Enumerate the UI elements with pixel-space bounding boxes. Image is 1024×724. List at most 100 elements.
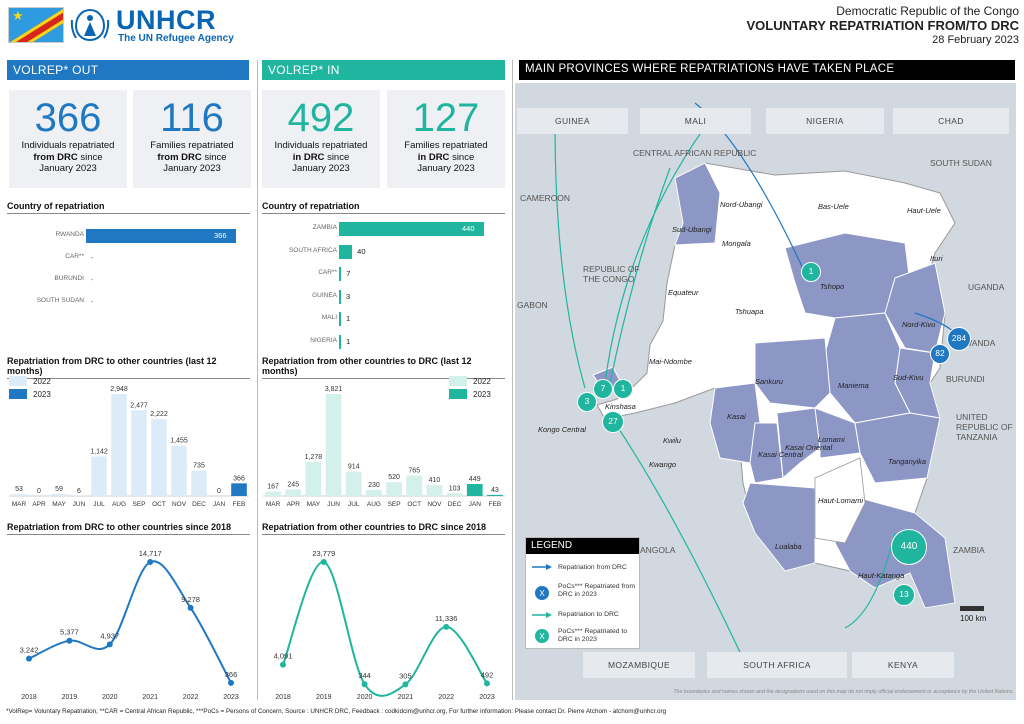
country-label: CAR** (318, 269, 337, 277)
point-label: 3,242 (20, 646, 39, 655)
kpi-families-out: 116 Families repatriated from DRC since … (133, 90, 251, 188)
column-divider (257, 60, 258, 700)
yearly-chart-in: 4,091 2018 23,779 2019 344 2020 305 2021 11,336 2… (274, 549, 495, 701)
x-tick-label: JUN (327, 501, 340, 508)
bar-label: 449 (469, 476, 481, 483)
country-bar (339, 335, 341, 349)
country-box: CHAD (893, 108, 1009, 134)
bar (406, 475, 423, 496)
point-label: 305 (399, 671, 412, 680)
map-country-label: UNITED REPUBLIC OF TANZANIA (956, 412, 1013, 442)
map-bubble: 3 (577, 392, 597, 412)
country-bar (86, 229, 236, 243)
kpi-label-bold: from DRC (157, 151, 202, 163)
bubble-to-icon: X (535, 629, 549, 643)
x-tick-label: 2021 (398, 694, 414, 701)
x-tick-label: AUG (112, 501, 126, 508)
country-label: RWANDA (55, 231, 84, 238)
bar (231, 483, 247, 496)
bar-value: 440 (462, 224, 475, 233)
map-bubble: 1 (613, 379, 633, 399)
legend-swatch (449, 376, 467, 386)
province-label: Maniema (838, 381, 869, 390)
kpi-value: 116 (160, 96, 224, 140)
data-point (106, 641, 113, 648)
bar-value: 40 (357, 246, 366, 256)
x-tick-label: JUN (73, 501, 86, 508)
arrow-to-icon (532, 612, 552, 618)
map-legend: LEGEND Repatriation from DRC X PoCs*** R… (525, 537, 640, 649)
point-label: 4,937 (100, 631, 119, 640)
kpi-label: January 2023 (417, 163, 475, 174)
map-country-label: UGANDA (968, 282, 1005, 292)
bar (345, 471, 362, 496)
drc-flag-icon: ★ (8, 7, 64, 43)
point-label: 11,336 (435, 614, 457, 623)
x-tick-label: APR (287, 501, 301, 508)
country-label: BURUNDI (54, 275, 84, 282)
data-point (187, 604, 194, 611)
x-tick-label: 2020 (357, 694, 373, 701)
map-country-label: GABON (517, 300, 548, 310)
report-date: 28 February 2023 (932, 34, 1019, 46)
country-label: ZAMBIA (312, 224, 337, 231)
volrep-in-title: VOLREP* IN (262, 60, 505, 80)
bar (487, 494, 503, 496)
province-kasai-central (749, 422, 784, 484)
kpi-label-bold: in DRC (417, 151, 450, 163)
province-label: Tshuapa (735, 307, 764, 316)
province-label: Haut-Lomami (818, 496, 864, 505)
header-country: Democratic Republic of the Congo (836, 4, 1019, 18)
point-label: 9,278 (181, 595, 200, 604)
map-bubble: 13 (893, 584, 915, 606)
data-point (66, 637, 73, 644)
province-label: Haut-Uele (907, 206, 941, 215)
bar-value: 366 (214, 231, 227, 240)
data-point (147, 559, 154, 565)
x-tick-label: MAR (12, 501, 27, 508)
kpi-label-bold: from DRC (33, 151, 78, 163)
country-label: SOUTH SUDAN (36, 297, 84, 304)
province-sud-ubangi (674, 162, 721, 246)
x-tick-label: 2020 (102, 694, 118, 701)
scale-bar (960, 606, 984, 611)
bar-value: - (91, 275, 94, 284)
bar-value: 1 (346, 314, 351, 324)
province-tanganyika (854, 412, 941, 484)
x-tick-label: AUG (367, 501, 381, 508)
map-bubble: 27 (602, 411, 624, 433)
bar-label: 3,821 (325, 386, 343, 393)
province-label: Bas-Uele (818, 202, 849, 211)
country-box: MALI (640, 108, 751, 134)
bubble-from-icon: X (535, 586, 549, 600)
point-label: 366 (225, 670, 238, 679)
data-point (228, 679, 234, 686)
kpi-label: January 2023 (163, 163, 221, 174)
point-label: 4,091 (274, 652, 293, 661)
section-title: Country of repatriation (7, 201, 250, 214)
province-label: Kasai (727, 412, 746, 421)
bar-label: 2,222 (150, 411, 168, 418)
map-bubble: 82 (930, 344, 950, 364)
bar-label: 230 (368, 482, 380, 489)
bar-label: 59 (55, 486, 63, 493)
x-tick-label: SEP (132, 501, 145, 508)
point-label: 23,779 (312, 549, 335, 558)
x-tick-label: 2018 (275, 694, 291, 701)
country-box: KENYA (852, 652, 954, 678)
legend-label: 2022 (473, 377, 491, 386)
x-tick-label: NOV (427, 501, 442, 508)
bar-label: 2,477 (130, 402, 148, 409)
bar-label: 366 (233, 475, 245, 482)
data-point (402, 681, 409, 688)
bar (366, 489, 382, 496)
country-label: NIGERIA (310, 337, 337, 344)
footer-notes: *VolRep= Voluntary Repatriation, **CAR =… (6, 708, 667, 715)
country-bar (339, 222, 484, 236)
yearly-chart-out: 3,242 2018 5,377 2019 4,937 2020 14,717 2021 9,2… (20, 549, 239, 701)
bar (305, 461, 322, 496)
svg-text:X: X (539, 632, 545, 641)
arrows-to-drc (554, 112, 896, 664)
bar (151, 419, 167, 496)
map-canvas (554, 102, 956, 664)
